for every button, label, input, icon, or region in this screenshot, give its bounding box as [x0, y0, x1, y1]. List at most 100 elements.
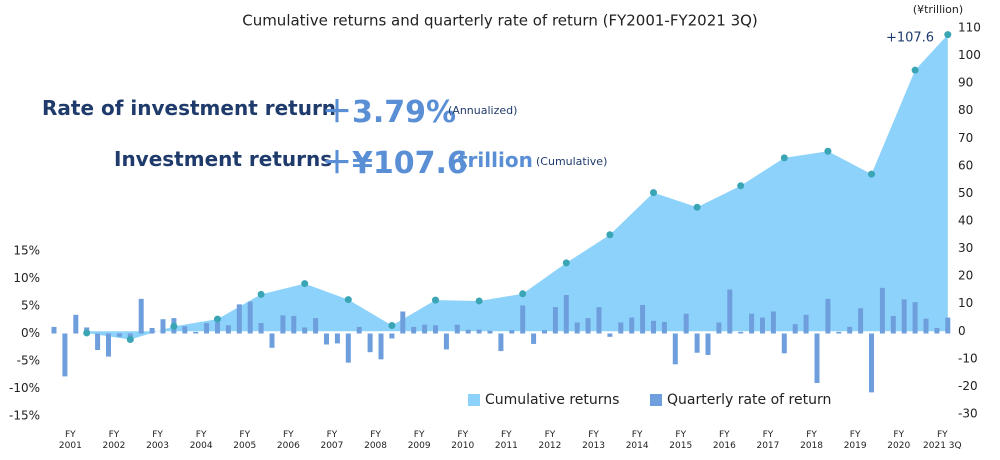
summary-label: Rate of investment return	[42, 96, 337, 120]
point	[911, 66, 919, 74]
y2-tick-label: 20	[958, 269, 973, 283]
bar	[869, 333, 874, 393]
bar	[672, 333, 678, 365]
y2-tick-label: -30	[958, 407, 978, 421]
bar	[923, 318, 929, 334]
point	[868, 170, 875, 178]
y2-tick-label: -20	[958, 379, 978, 393]
bar	[563, 295, 569, 334]
y2-tick-label: 30	[958, 241, 973, 255]
bar	[411, 326, 417, 334]
bar	[73, 314, 79, 334]
bar	[934, 328, 940, 334]
x-tick-label: FY 2012	[538, 430, 562, 451]
bar	[258, 323, 264, 334]
bar	[302, 327, 308, 334]
area	[86, 34, 948, 340]
bar	[454, 324, 460, 334]
y-tick-label: 15%	[13, 244, 40, 258]
y2-tick-label: 50	[958, 186, 973, 200]
legend-item: Quarterly rate of return	[650, 392, 831, 408]
bar	[825, 298, 831, 334]
point	[562, 259, 570, 267]
bar	[520, 305, 526, 334]
x-tick-label: FY 2016	[712, 430, 736, 451]
bar	[640, 304, 646, 334]
bar	[781, 333, 787, 354]
bar	[629, 317, 635, 334]
bar	[836, 331, 842, 334]
legend-item: Cumulative returns	[468, 392, 619, 408]
bar	[890, 315, 896, 334]
y2-tick-label: 70	[958, 131, 973, 145]
bar	[324, 333, 329, 345]
bar	[236, 304, 242, 334]
bar	[574, 322, 580, 334]
x-tick-label: FY 2015	[669, 430, 693, 451]
point	[475, 297, 483, 305]
point	[944, 31, 952, 39]
bar	[912, 302, 918, 334]
bar	[356, 326, 362, 334]
bar	[476, 329, 482, 334]
bar	[803, 314, 809, 334]
x-tick-label: FY 2010	[451, 430, 475, 451]
bar	[847, 326, 853, 334]
y2-tick-label: 110	[958, 21, 981, 35]
legend-label: Cumulative returns	[485, 392, 620, 408]
point	[737, 182, 745, 190]
bar	[738, 331, 744, 334]
y-tick-label: -5%	[17, 354, 40, 368]
bar	[683, 313, 689, 334]
chart-title: Cumulative returns and quarterly rate of…	[242, 12, 758, 30]
point	[606, 231, 614, 239]
point	[126, 336, 134, 344]
bar	[716, 322, 722, 334]
x-tick-label: FY 2011	[494, 430, 518, 451]
x-tick-label: FY 2019	[843, 430, 867, 451]
bar	[858, 308, 864, 334]
x-tick-label: FY 2008	[364, 430, 387, 451]
x-tick-label: FY 2002	[102, 430, 126, 451]
bar	[443, 333, 449, 350]
bar	[116, 333, 122, 337]
bar	[422, 324, 428, 334]
bar	[204, 323, 210, 334]
point	[170, 322, 178, 330]
point	[650, 189, 657, 197]
y2-unit: (¥trillion)	[913, 3, 963, 16]
point	[432, 296, 439, 304]
bar	[62, 333, 68, 377]
y-tick-label: 0%	[21, 326, 40, 340]
y-tick-label: 10%	[13, 271, 40, 285]
bar	[280, 315, 286, 334]
bar	[651, 320, 656, 334]
x-tick-label: FY 2021 3Q	[923, 430, 962, 451]
bar	[334, 333, 340, 344]
x-tick-label: FY 2007	[320, 430, 344, 451]
y2-tick-label: 60	[958, 158, 973, 172]
legend-swatch	[650, 394, 662, 406]
y2-tick-label: 40	[958, 214, 973, 228]
bar	[269, 333, 275, 348]
x-tick-label: FY 2009	[407, 430, 431, 451]
bar	[367, 333, 373, 353]
bar	[542, 330, 547, 334]
bar	[945, 317, 951, 334]
y2-tick-label: 10	[958, 296, 973, 310]
bar	[247, 301, 253, 334]
y-tick-label: 5%	[21, 299, 40, 313]
summary-value: ＋3.79%	[322, 95, 457, 130]
point	[780, 154, 788, 162]
x-tick-label: FY 2014	[625, 430, 649, 451]
bar	[51, 326, 57, 334]
bar	[814, 333, 820, 383]
y2-tick-label: -10	[958, 351, 978, 365]
bar	[106, 333, 111, 357]
bar	[291, 315, 297, 334]
point	[519, 290, 527, 298]
bar	[182, 326, 188, 334]
bar	[95, 333, 101, 350]
bar	[607, 333, 613, 337]
